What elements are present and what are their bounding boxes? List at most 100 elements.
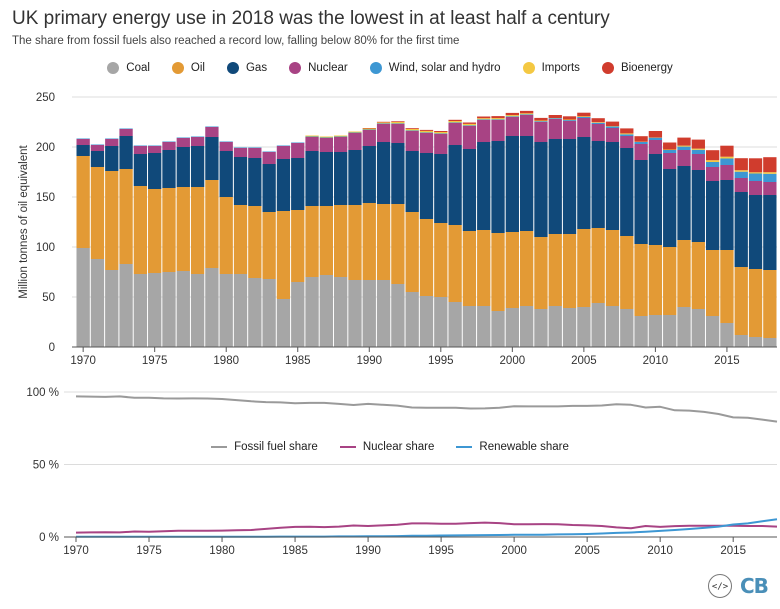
bar-segment-coal-1981 [233, 274, 248, 347]
bar-segment-wind-solar-and-hydro-1989 [348, 132, 362, 133]
bar-segment-nuclear-2001 [519, 115, 534, 136]
bar-x-tick-label: 1995 [428, 355, 454, 367]
embed-code-icon[interactable]: </> [708, 574, 732, 598]
bar-segment-oil-2002 [534, 237, 548, 309]
chart-title: UK primary energy use in 2018 was the lo… [12, 8, 610, 29]
bar-segment-gas-1975 [148, 153, 162, 189]
bar-x-tick-label: 2005 [571, 355, 597, 367]
bar-segment-nuclear-1986 [305, 137, 319, 151]
bar-segment-wind-solar-and-hydro-1978 [190, 136, 205, 137]
bar-segment-coal-1993 [405, 292, 419, 347]
bar-segment-coal-1989 [348, 280, 362, 347]
bar-segment-nuclear-1998 [477, 120, 491, 142]
bar-segment-nuclear-1996 [448, 123, 462, 145]
bar-segment-gas-2002 [534, 142, 548, 237]
bar-segment-coal-1995 [434, 297, 448, 347]
bar-segment-gas-2016 [734, 192, 748, 267]
bar-segment-oil-2003 [548, 234, 562, 306]
bar-chart-marks [76, 110, 777, 347]
bar-segment-gas-2017 [748, 195, 763, 269]
bar-segment-coal-2016 [734, 335, 748, 347]
bar-segment-imports-2018 [763, 172, 777, 174]
legend-item-bioenergy: Bioenergy [601, 62, 673, 74]
bar-segment-nuclear-1997 [462, 126, 477, 149]
bar-segment-wind-solar-and-hydro-1982 [248, 147, 262, 148]
line-x-tick-label: 2000 [501, 545, 527, 557]
bar-segment-wind-solar-and-hydro-2003 [548, 118, 562, 119]
bar-segment-gas-2010 [648, 154, 663, 245]
bar-segment-gas-2005 [577, 137, 591, 229]
legend-label: Nuclear share [362, 441, 435, 453]
legend-label: Fossil fuel share [234, 441, 318, 453]
bar-segment-oil-2004 [562, 234, 577, 308]
bar-segment-imports-2014 [705, 160, 720, 162]
bar-segment-oil-1985 [291, 210, 305, 282]
bar-segment-oil-1980 [219, 197, 233, 274]
bar-segment-gas-1979 [205, 137, 219, 180]
line-x-tick-label: 2005 [574, 545, 600, 557]
bar-segment-coal-2001 [519, 306, 534, 347]
line-y-tick-label: 100 % [26, 387, 59, 399]
bar-segment-coal-2002 [534, 309, 548, 347]
legend-item-fossil-fuel-share: Fossil fuel share [211, 441, 318, 453]
bar-y-tick-label: 250 [36, 92, 55, 104]
bar-segment-bioenergy-2006 [591, 118, 605, 123]
bar-segment-gas-1990 [362, 146, 376, 203]
bar-segment-bioenergy-2007 [605, 121, 620, 127]
bar-segment-gas-1986 [305, 151, 319, 206]
bar-segment-oil-1994 [419, 219, 434, 296]
line-y-tick-label: 0 % [39, 532, 59, 544]
bar-segment-nuclear-1984 [276, 146, 291, 159]
bar-segment-coal-1992 [391, 284, 405, 347]
bar-segment-bioenergy-1998 [477, 116, 491, 119]
bar-segment-oil-1998 [477, 230, 491, 306]
bar-segment-imports-1987 [319, 136, 334, 138]
legend-item-gas: Gas [226, 62, 267, 74]
bar-segment-coal-1999 [491, 311, 505, 347]
bar-segment-oil-2007 [605, 230, 620, 306]
bar-segment-bioenergy-1993 [405, 128, 419, 129]
bar-segment-nuclear-2016 [734, 178, 748, 192]
legend-line-swatch [456, 446, 473, 448]
bar-segment-wind-solar-and-hydro-1973 [119, 128, 133, 129]
bar-segment-oil-2011 [663, 247, 677, 315]
bar-segment-nuclear-1985 [291, 143, 305, 158]
chart-subtitle: The share from fossil fuels also reached… [12, 35, 460, 47]
bar-segment-coal-2012 [677, 307, 691, 347]
bar-segment-wind-solar-and-hydro-2002 [534, 121, 548, 122]
bar-segment-imports-1988 [334, 135, 348, 137]
bar-segment-wind-solar-and-hydro-1975 [148, 145, 162, 146]
bar-segment-wind-solar-and-hydro-1983 [262, 151, 276, 152]
bar-segment-bioenergy-2018 [763, 157, 777, 173]
bar-segment-imports-1990 [362, 128, 376, 130]
bar-segment-coal-1975 [148, 273, 162, 347]
bar-segment-oil-1982 [248, 206, 262, 278]
bar-segment-coal-2011 [663, 315, 677, 347]
bar-segment-oil-2012 [677, 240, 691, 307]
bar-segment-coal-2010 [648, 315, 663, 347]
bar-segment-gas-1994 [419, 153, 434, 219]
bar-segment-imports-2001 [519, 113, 534, 115]
bar-segment-nuclear-1994 [419, 133, 434, 153]
bar-segment-oil-1974 [133, 186, 148, 274]
bar-segment-wind-solar-and-hydro-1994 [419, 132, 434, 133]
bar-segment-oil-1973 [119, 169, 133, 264]
bar-segment-oil-1997 [462, 231, 477, 306]
bar-segment-wind-solar-and-hydro-1981 [233, 147, 248, 148]
share-legend: Fossil fuel share Nuclear share Renewable … [0, 441, 780, 453]
bar-segment-gas-2012 [677, 166, 691, 240]
bar-segment-nuclear-1975 [148, 146, 162, 153]
bar-segment-nuclear-2008 [620, 136, 634, 148]
bar-y-tick-label: 50 [42, 292, 55, 304]
bar-segment-nuclear-1973 [119, 129, 133, 136]
legend-item-renewable-share: Renewable share [456, 441, 569, 453]
bar-segment-oil-2008 [620, 236, 634, 309]
bar-x-tick-label: 1970 [70, 355, 96, 367]
bar-segment-nuclear-1970 [76, 139, 90, 145]
bar-segment-nuclear-2002 [534, 122, 548, 142]
bar-segment-bioenergy-2015 [720, 145, 734, 157]
line-x-tick-label: 2010 [647, 545, 673, 557]
bar-segment-oil-1975 [148, 189, 162, 273]
bar-segment-nuclear-1991 [376, 124, 391, 142]
